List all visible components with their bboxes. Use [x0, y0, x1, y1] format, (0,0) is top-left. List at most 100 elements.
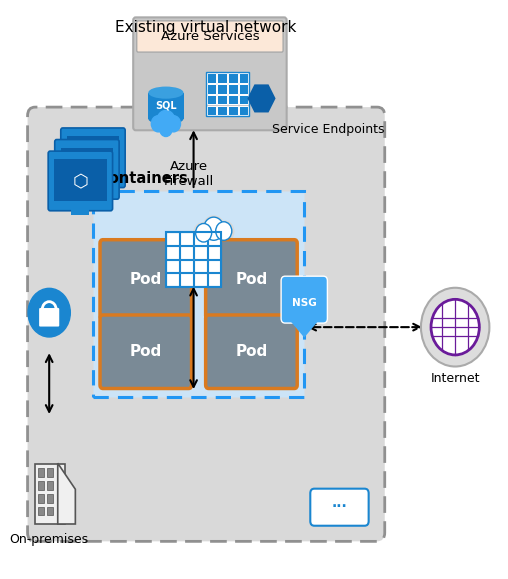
Text: NSG: NSG [292, 298, 316, 308]
Text: SQL: SQL [155, 101, 177, 111]
Text: Containers: Containers [98, 171, 188, 186]
Bar [84, 184, 102, 192]
FancyBboxPatch shape [54, 159, 107, 201]
Circle shape [196, 223, 212, 242]
Ellipse shape [148, 87, 183, 99]
Bar [167, 246, 179, 258]
Circle shape [216, 222, 232, 240]
Bar [78, 196, 96, 204]
Text: Azure Services: Azure Services [161, 30, 259, 43]
Bar [207, 94, 216, 104]
Bar [71, 207, 89, 215]
Bar [166, 232, 221, 287]
Bar [208, 273, 221, 286]
Bar [167, 259, 179, 272]
Bar [206, 72, 249, 116]
Bar [180, 273, 193, 286]
Bar [38, 481, 44, 490]
Ellipse shape [148, 113, 183, 125]
Bar [228, 105, 238, 115]
FancyBboxPatch shape [67, 136, 119, 178]
FancyBboxPatch shape [61, 148, 113, 190]
FancyBboxPatch shape [133, 17, 287, 130]
Bar [217, 73, 227, 83]
Polygon shape [58, 463, 75, 524]
Text: Internet: Internet [430, 372, 480, 385]
Bar [208, 259, 221, 272]
Circle shape [216, 221, 234, 242]
Bar [90, 184, 96, 192]
Polygon shape [288, 318, 321, 338]
Circle shape [204, 217, 224, 240]
Bar [84, 196, 90, 204]
Bar [239, 73, 248, 83]
Circle shape [194, 223, 212, 244]
Bar [217, 94, 227, 104]
Circle shape [431, 299, 480, 355]
Text: Azure
Firewall: Azure Firewall [164, 160, 214, 188]
Bar [194, 232, 207, 245]
Bar [47, 468, 53, 477]
Bar [77, 207, 83, 215]
Bar [180, 232, 193, 245]
FancyBboxPatch shape [137, 21, 283, 52]
FancyBboxPatch shape [310, 489, 369, 526]
Circle shape [157, 111, 175, 131]
Text: On-premises: On-premises [10, 533, 89, 545]
Bar [207, 105, 216, 115]
Circle shape [421, 288, 489, 367]
Bar [148, 93, 183, 119]
Circle shape [160, 123, 172, 137]
Text: Pod: Pod [130, 272, 162, 287]
Bar [228, 73, 238, 83]
Bar [47, 507, 53, 515]
Text: Pod: Pod [235, 272, 268, 287]
FancyBboxPatch shape [48, 151, 113, 211]
FancyBboxPatch shape [206, 315, 297, 389]
Bar [208, 246, 221, 258]
Bar [38, 468, 44, 477]
Bar [217, 105, 227, 115]
Bar [194, 259, 207, 272]
FancyBboxPatch shape [100, 240, 192, 319]
Bar [208, 232, 221, 245]
Bar [38, 494, 44, 503]
Circle shape [151, 116, 166, 132]
Text: Service Endpoints: Service Endpoints [272, 123, 384, 136]
FancyBboxPatch shape [55, 140, 119, 199]
Bar [207, 73, 216, 83]
Bar [167, 273, 179, 286]
FancyBboxPatch shape [27, 107, 385, 541]
Text: Pod: Pod [235, 345, 268, 359]
Bar [180, 246, 193, 258]
Text: Pod: Pod [130, 345, 162, 359]
Bar [239, 84, 248, 93]
Circle shape [203, 216, 225, 241]
Bar [194, 246, 207, 258]
FancyBboxPatch shape [61, 128, 125, 188]
FancyBboxPatch shape [206, 240, 297, 319]
FancyBboxPatch shape [39, 308, 59, 327]
Bar [239, 94, 248, 104]
Bar [217, 84, 227, 93]
Text: ···: ··· [332, 500, 347, 514]
Text: Existing virtual network: Existing virtual network [115, 20, 297, 35]
FancyBboxPatch shape [100, 315, 192, 389]
Circle shape [167, 116, 180, 132]
Circle shape [214, 230, 229, 248]
Bar [47, 481, 53, 490]
Circle shape [28, 288, 70, 337]
Bar [180, 259, 193, 272]
Bar [167, 232, 179, 245]
FancyBboxPatch shape [281, 276, 327, 323]
Bar [228, 94, 238, 104]
Bar [38, 507, 44, 515]
Bar [228, 84, 238, 93]
FancyBboxPatch shape [93, 191, 304, 397]
Circle shape [202, 230, 217, 248]
Bar [207, 84, 216, 93]
Bar [239, 105, 248, 115]
Text: ⬡: ⬡ [73, 173, 88, 192]
Bar [47, 494, 53, 503]
Bar [35, 464, 65, 524]
